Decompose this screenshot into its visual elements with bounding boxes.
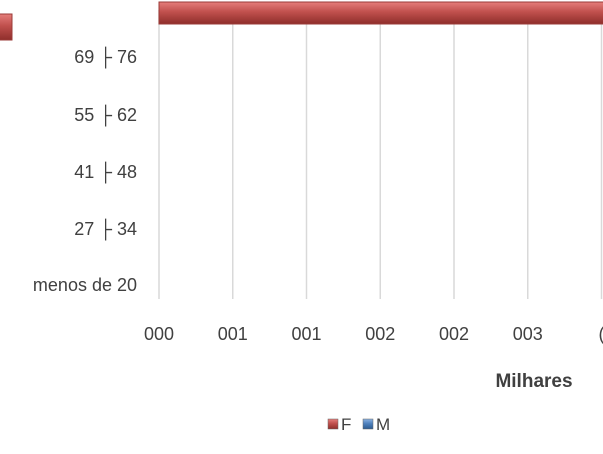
- legend-label-m: M: [376, 415, 390, 434]
- x-tick-label: 003: [513, 324, 543, 344]
- y-category-label: 27 ├ 34: [74, 218, 137, 241]
- legend-swatch-f: [328, 419, 338, 429]
- y-category-label: 55 ├ 62: [74, 104, 137, 127]
- bars: [0, 2, 603, 40]
- y-category-label: 69 ├ 76: [74, 46, 137, 69]
- bar-clipped: [0, 14, 12, 40]
- x-tick-label: 000: [144, 324, 174, 344]
- gridlines: [159, 10, 602, 299]
- legend-label-f: F: [341, 415, 351, 434]
- x-tick-label: 002: [365, 324, 395, 344]
- x-tick-label: 001: [218, 324, 248, 344]
- bar: [159, 2, 603, 24]
- x-tick-label: 001: [291, 324, 321, 344]
- x-axis-title: Milhares: [495, 371, 572, 392]
- legend-swatch-m: [363, 419, 373, 429]
- x-tick-label: (: [599, 324, 603, 344]
- x-axis-labels: 000 001 001 002 002 003 (: [144, 324, 603, 344]
- y-axis-labels: menos de 20 27 ├ 34 41 ├ 48 55 ├ 62 69 ├ 76: [33, 46, 137, 295]
- y-category-label: 41 ├ 48: [74, 161, 137, 184]
- y-category-label: menos de 20: [33, 275, 137, 295]
- x-tick-label: 002: [439, 324, 469, 344]
